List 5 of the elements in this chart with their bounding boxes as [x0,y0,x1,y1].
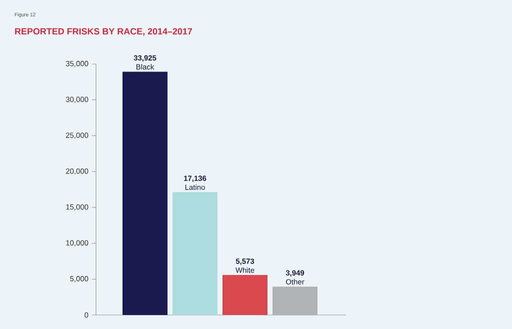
bar [222,275,268,315]
bar [122,72,168,315]
chart-title: REPORTED FRISKS BY RACE, 2014–2017 [15,28,192,36]
bar [272,286,318,315]
bar [172,192,218,315]
